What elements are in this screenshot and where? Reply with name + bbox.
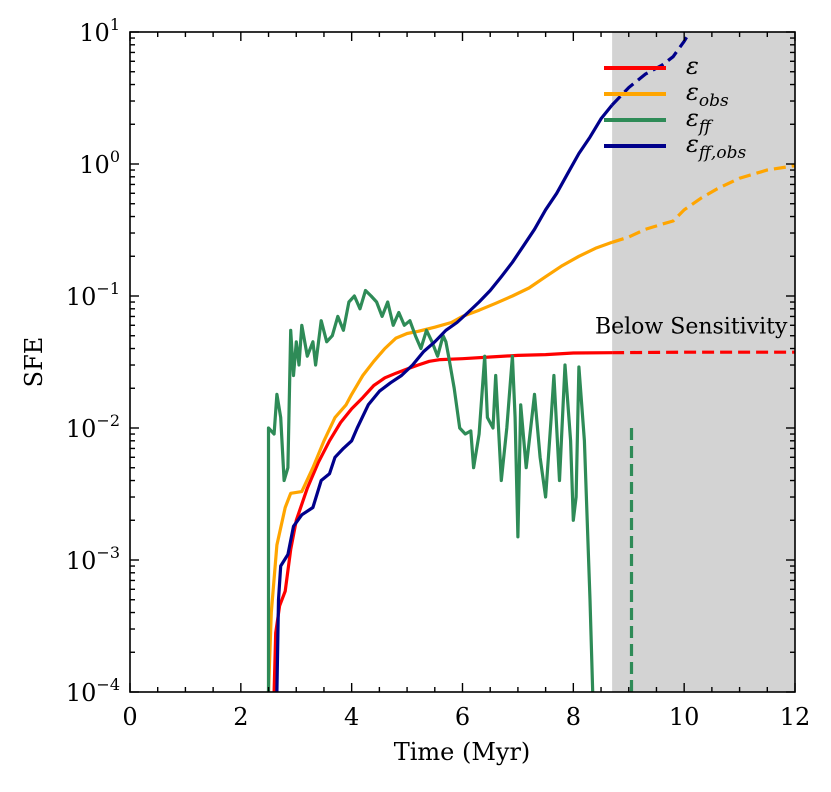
y-tick-label: 10−2 — [66, 411, 120, 443]
legend-label-epsilon: ε — [686, 52, 699, 80]
x-tick-labels: 0 2 4 6 8 10 12 — [122, 703, 810, 731]
x-tick-label: 4 — [344, 703, 359, 731]
y-tick-label: 10−4 — [66, 675, 120, 707]
x-tick-label: 10 — [669, 703, 700, 731]
below-sensitivity-label: Below Sensitivity — [595, 315, 788, 340]
ticks-layer — [129, 31, 796, 693]
y-tick-labels: 10−4 10−3 10−2 10−1 100 101 — [66, 15, 120, 707]
legend-label-epsilon_ff: εff — [686, 104, 714, 137]
series-layer — [266, 32, 795, 692]
below-sensitivity-region — [612, 32, 795, 692]
series-epsilon_obs-solid — [266, 240, 613, 692]
y-tick-label: 101 — [79, 15, 120, 47]
series-epsilon-dashed — [612, 350, 795, 355]
y-tick-label: 100 — [79, 147, 120, 179]
series-epsilon_obs-dashed — [611, 164, 795, 244]
legend-label-epsilon_ff_obs: εff,obs — [686, 130, 746, 163]
x-tick-label: 6 — [455, 703, 470, 731]
x-tick-label: 2 — [233, 703, 248, 731]
x-tick-label: 8 — [566, 703, 581, 731]
y-axis-label: SFE — [20, 337, 48, 388]
series-epsilon_ff_obs-dashed — [610, 32, 692, 107]
series-epsilon_ff_obs-solid — [275, 103, 614, 692]
series-epsilon-solid — [272, 351, 613, 692]
y-tick-label: 10−3 — [66, 543, 120, 575]
x-tick-label: 0 — [122, 703, 137, 731]
legend-label-epsilon_obs: εobs — [686, 78, 729, 111]
x-axis-label: Time (Myr) — [394, 738, 531, 766]
y-tick-label: 10−1 — [66, 279, 120, 311]
x-tick-label: 12 — [780, 703, 811, 731]
series-epsilon_ff-solid — [266, 288, 595, 692]
